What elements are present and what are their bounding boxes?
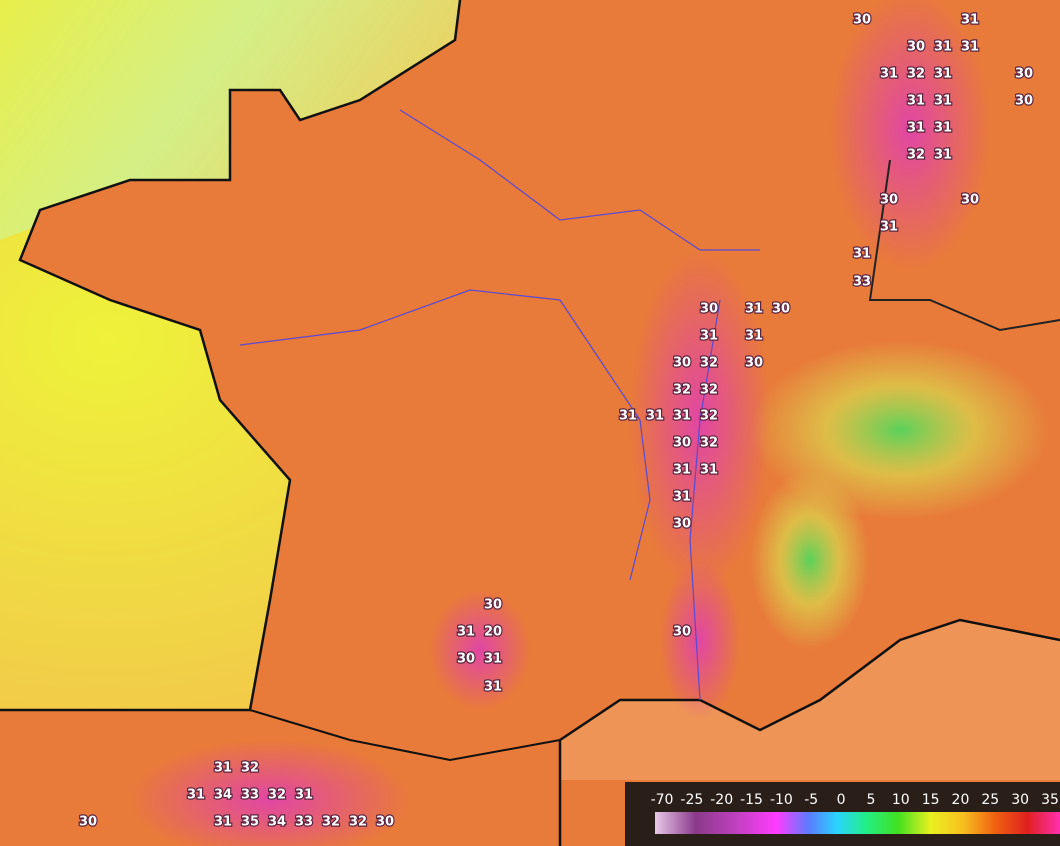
legend-label: 15	[922, 792, 940, 808]
temperature-label: 30	[673, 625, 691, 640]
river	[689, 299, 721, 701]
temperature-label: 30	[745, 356, 763, 371]
temperature-label: 30	[880, 193, 898, 208]
temperature-label: 31	[880, 67, 898, 82]
temperature-label: 30	[79, 815, 97, 830]
temperature-label: 31	[961, 13, 979, 28]
temperature-label: 31	[907, 121, 925, 136]
temperature-label: 32	[322, 815, 340, 830]
temperature-label: 31	[700, 463, 718, 478]
temperature-label: 35	[241, 815, 259, 830]
temperature-label: 32	[700, 436, 718, 451]
temperature-label: 31	[853, 247, 871, 262]
coastline	[0, 0, 462, 712]
hot-zone	[830, 0, 990, 270]
temperature-label: 32	[700, 356, 718, 371]
temperature-label: 34	[214, 788, 232, 803]
temperature-label: 31	[745, 302, 763, 317]
legend-label: -70	[651, 792, 674, 808]
temperature-label: 31	[907, 94, 925, 109]
legend-label: 5	[866, 792, 875, 808]
legend-label: 25	[981, 792, 999, 808]
legend-label: -10	[770, 792, 793, 808]
hot-zone	[660, 560, 740, 720]
temperature-label: 31	[673, 490, 691, 505]
temperature-label: 31	[673, 463, 691, 478]
temperature-label: 31	[880, 220, 898, 235]
temperature-label: 31	[214, 815, 232, 830]
legend-label: 30	[1011, 792, 1029, 808]
temperature-label: 31	[619, 409, 637, 424]
temperature-label: 32	[673, 383, 691, 398]
temperature-label: 31	[934, 67, 952, 82]
temperature-label: 31	[457, 625, 475, 640]
temperature-label: 32	[907, 67, 925, 82]
legend-label: -25	[680, 792, 703, 808]
temperature-label: 30	[772, 302, 790, 317]
temperature-label: 30	[673, 517, 691, 532]
temperature-labels: 30 31 30 31 31 31 32 31 30 31 31 30 31 31 32 31 30 30 31 31…	[78, 11, 1034, 830]
temperature-label: 30	[907, 40, 925, 55]
temperature-label: 32	[907, 148, 925, 163]
temperature-label: 30	[853, 13, 871, 28]
hot-zone	[130, 740, 410, 846]
temperature-label: 31	[934, 40, 952, 55]
temperature-label: 33	[853, 275, 871, 290]
alps	[750, 470, 870, 650]
temperature-label: 30	[1015, 94, 1033, 109]
temperature-label: 31	[934, 121, 952, 136]
temperature-label: 30	[700, 302, 718, 317]
legend: -70 -25 -20 -15 -10 -5 0 5 10 15 20 25 30 35	[651, 792, 1059, 808]
temperature-label: 31	[934, 94, 952, 109]
coastline	[558, 618, 1060, 846]
temperature-label: 32	[268, 788, 286, 803]
river	[239, 289, 651, 581]
temperature-label: 30	[673, 436, 691, 451]
legend-label: 35	[1041, 792, 1059, 808]
temperature-label: 33	[295, 815, 313, 830]
temperature-label: 33	[241, 788, 259, 803]
temperature-label: 20	[484, 625, 502, 640]
temperature-label: 31	[934, 148, 952, 163]
temperature-label: 30	[376, 815, 394, 830]
temperature-label: 34	[268, 815, 286, 830]
temperature-label: 31	[187, 788, 205, 803]
temperature-label: 32	[241, 761, 259, 776]
temperature-label: 31	[214, 761, 232, 776]
temperature-label: 32	[700, 383, 718, 398]
legend-label: 10	[892, 792, 910, 808]
temperature-label: 31	[295, 788, 313, 803]
temperature-label: 31	[673, 409, 691, 424]
legend-label: -5	[804, 792, 818, 808]
temperature-label: 31	[700, 329, 718, 344]
legend-scale	[655, 812, 1060, 834]
border	[249, 709, 561, 762]
temperature-label: 31	[484, 680, 502, 695]
mediterranean	[560, 620, 1060, 780]
temperature-label: 31	[484, 652, 502, 667]
temperature-label: 30	[961, 193, 979, 208]
river	[399, 109, 760, 251]
hot-zone	[430, 590, 530, 710]
temperature-label: 32	[700, 409, 718, 424]
temperature-label: 31	[745, 329, 763, 344]
temperature-label: 32	[349, 815, 367, 830]
temperature-label: 30	[457, 652, 475, 667]
temperature-label: 31	[646, 409, 664, 424]
temperature-label: 30	[484, 598, 502, 613]
temperature-label: 30	[673, 356, 691, 371]
legend-label: 0	[837, 792, 846, 808]
legend-label: -15	[740, 792, 763, 808]
temperature-label: 30	[1015, 67, 1033, 82]
legend-label: 20	[952, 792, 970, 808]
legend-label: -20	[710, 792, 733, 808]
temperature-label: 31	[961, 40, 979, 55]
border	[868, 159, 1060, 332]
